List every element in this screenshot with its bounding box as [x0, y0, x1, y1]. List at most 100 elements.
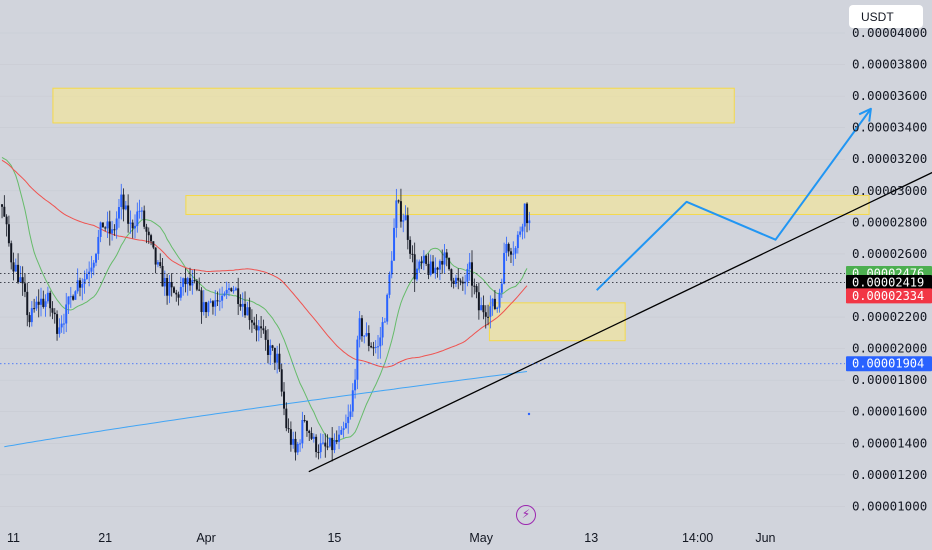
candle [521, 223, 524, 240]
time-tick-label: May [469, 531, 493, 545]
candle [111, 220, 114, 241]
candle [17, 253, 20, 284]
candle [411, 245, 414, 263]
candle [172, 286, 175, 294]
candle [464, 274, 467, 295]
candle [415, 259, 418, 282]
candle [283, 382, 286, 416]
candle [436, 266, 439, 278]
candle [404, 205, 407, 221]
candle [28, 312, 31, 328]
candle [326, 434, 329, 451]
candle [402, 213, 405, 233]
candle [33, 298, 36, 313]
candle [35, 296, 38, 311]
candle [271, 344, 274, 351]
candle [177, 291, 180, 306]
candle [509, 247, 512, 264]
candle [42, 290, 45, 309]
lightning-logo-icon: ⚡ [516, 505, 536, 525]
candle [74, 290, 77, 300]
candle [257, 319, 260, 342]
candle [175, 289, 178, 302]
time-tick-label: Apr [196, 531, 215, 545]
candle [503, 242, 506, 285]
candle [377, 334, 380, 359]
candle [317, 444, 320, 460]
candle [287, 418, 290, 433]
candle [420, 256, 423, 270]
candle [200, 287, 203, 324]
supply-demand-zone [52, 87, 735, 124]
candle [383, 317, 386, 323]
candle [159, 253, 162, 269]
candle [58, 318, 61, 338]
candle [147, 227, 150, 244]
drawing-lines [0, 107, 932, 473]
candle [296, 441, 299, 456]
candle [379, 326, 382, 359]
candle [466, 263, 469, 287]
price-axis[interactable]: 0.00004000 0.00003800 0.00003600 0.00003400… [852, 25, 927, 513]
candle [262, 319, 265, 334]
candle [214, 290, 217, 316]
price-tick-label: 0.00002800 [852, 214, 927, 229]
candle [49, 290, 52, 317]
candle [354, 368, 357, 399]
candle [145, 223, 148, 244]
candle [363, 335, 366, 344]
candle [461, 276, 464, 291]
candle [285, 402, 288, 432]
candle [409, 236, 412, 259]
candle [260, 316, 263, 338]
candle [129, 210, 132, 234]
candle [347, 404, 350, 434]
zones-layer [52, 87, 870, 342]
candle [473, 278, 476, 295]
candle [335, 430, 338, 445]
candle [170, 273, 173, 297]
projection-arrowhead [858, 107, 872, 122]
currency-button[interactable]: USDT [849, 5, 923, 28]
candle [97, 229, 100, 260]
time-tick-label: 21 [98, 531, 112, 545]
candle [237, 277, 240, 315]
candle [294, 431, 297, 461]
candle [356, 335, 359, 390]
candle [276, 345, 279, 374]
candle [443, 244, 446, 274]
moving-averages [1, 156, 528, 448]
candle [108, 210, 111, 246]
candle [122, 188, 125, 222]
candle [349, 404, 352, 420]
candle [179, 276, 182, 301]
candle [182, 277, 185, 296]
candle [246, 301, 249, 316]
candle [81, 278, 84, 301]
time-axis[interactable]: 11 21 Apr 15 May 13 14:00 Jun [7, 531, 776, 545]
candle [101, 222, 104, 228]
candle [21, 266, 24, 296]
candle [56, 310, 59, 341]
candle [138, 199, 141, 219]
candle [19, 265, 22, 283]
candle [493, 290, 496, 311]
price-tick-label: 0.00003000 [852, 183, 927, 198]
candle [344, 414, 347, 429]
grid-layer [0, 32, 845, 507]
time-tick-label: 13 [584, 531, 598, 545]
candle [395, 188, 398, 238]
candle [360, 315, 363, 342]
supply-demand-zone [488, 302, 626, 342]
candle [301, 411, 304, 449]
candle [92, 260, 95, 276]
candle [340, 426, 343, 435]
candle [500, 278, 503, 298]
candle [76, 268, 79, 294]
price-tag: 0.00002334 [846, 288, 932, 304]
support-trendline [308, 171, 932, 473]
candle [5, 214, 8, 237]
candle [95, 252, 98, 267]
